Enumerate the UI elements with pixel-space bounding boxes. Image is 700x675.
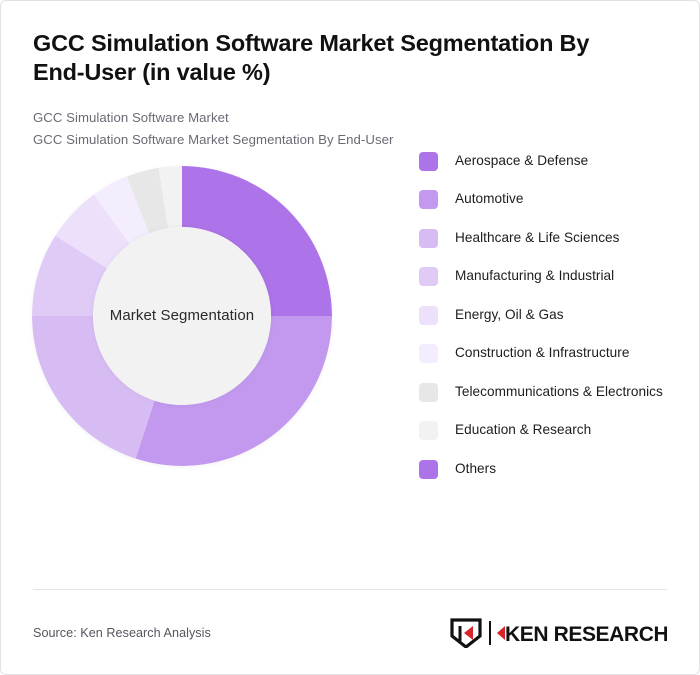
legend-swatch-icon	[419, 344, 438, 364]
legend-swatch-icon	[419, 190, 438, 210]
subtitle-market: GCC Simulation Software Market	[33, 110, 229, 126]
donut-segment[interactable]	[126, 167, 169, 234]
legend-item[interactable]: Others	[419, 459, 674, 479]
chart-legend: Aerospace & Defense Automotive Healthcare …	[419, 151, 674, 498]
donut-segment[interactable]	[93, 176, 150, 244]
legend-item-label: Others	[455, 460, 497, 476]
legend-item[interactable]: Healthcare & Life Sciences	[419, 228, 674, 248]
legend-item[interactable]: Education & Research	[419, 420, 674, 441]
legend-item-label: Manufacturing & Industrial	[455, 268, 615, 284]
brand-logo: KEN RESEARCH	[449, 618, 667, 648]
legend-swatch-icon	[419, 459, 438, 479]
legend-item[interactable]: Automotive	[419, 189, 674, 210]
donut-segment[interactable]	[32, 235, 107, 316]
legend-swatch-icon	[419, 305, 438, 325]
subtitle-group: GCC Simulation Software Market GCC Simul…	[33, 107, 667, 151]
donut-chart: Market Segmentation	[32, 165, 332, 466]
legend-item[interactable]: Construction & Infrastructure	[419, 343, 674, 364]
chart-footer: Source: Ken Research Analysis KEN RESEAR…	[33, 613, 667, 653]
donut-segment[interactable]	[158, 165, 182, 228]
donut-segment[interactable]	[55, 194, 130, 269]
donut-segment[interactable]	[135, 315, 332, 466]
subtitle-segmentation: GCC Simulation Software Market Segmentat…	[33, 132, 394, 148]
donut-center-hole: Market Segmentation	[93, 226, 271, 405]
source-note: Source: Ken Research Analysis	[33, 626, 211, 640]
chart-header: GCC Simulation Software Market Segmentat…	[1, 1, 699, 151]
svg-text:KEN RESEARCH: KEN RESEARCH	[505, 623, 667, 646]
legend-swatch-icon	[419, 267, 438, 287]
donut-segment[interactable]	[182, 165, 332, 316]
chart-body: Market Segmentation Aerospace & Defense A…	[1, 151, 699, 546]
legend-swatch-icon	[419, 228, 438, 248]
legend-item-label: Education & Research	[455, 422, 592, 438]
page-title: GCC Simulation Software Market Segmentat…	[33, 30, 590, 86]
legend-item[interactable]: Aerospace & Defense	[419, 151, 674, 171]
legend-item[interactable]: Telecommunications & Electronics	[419, 382, 674, 402]
legend-item-label: Healthcare & Life Sciences	[455, 229, 620, 245]
legend-item-label: Construction & Infrastructure	[455, 345, 630, 361]
legend-item-label: Aerospace & Defense	[455, 152, 589, 168]
legend-swatch-icon	[419, 421, 438, 441]
footer-divider	[33, 589, 667, 590]
legend-item[interactable]: Manufacturing & Industrial	[419, 266, 674, 287]
legend-swatch-icon	[419, 382, 438, 402]
legend-swatch-icon	[419, 151, 438, 171]
legend-item[interactable]: Energy, Oil & Gas	[419, 305, 674, 325]
legend-item-label: Automotive	[455, 191, 524, 207]
donut-center-label: Market Segmentation	[109, 307, 255, 325]
donut-segment[interactable]	[32, 315, 155, 459]
legend-item-label: Energy, Oil & Gas	[455, 306, 564, 322]
legend-item-label: Telecommunications & Electronics	[455, 383, 663, 399]
donut-svg	[32, 165, 332, 466]
ken-research-shield-icon: KEN RESEARCH	[450, 618, 667, 648]
